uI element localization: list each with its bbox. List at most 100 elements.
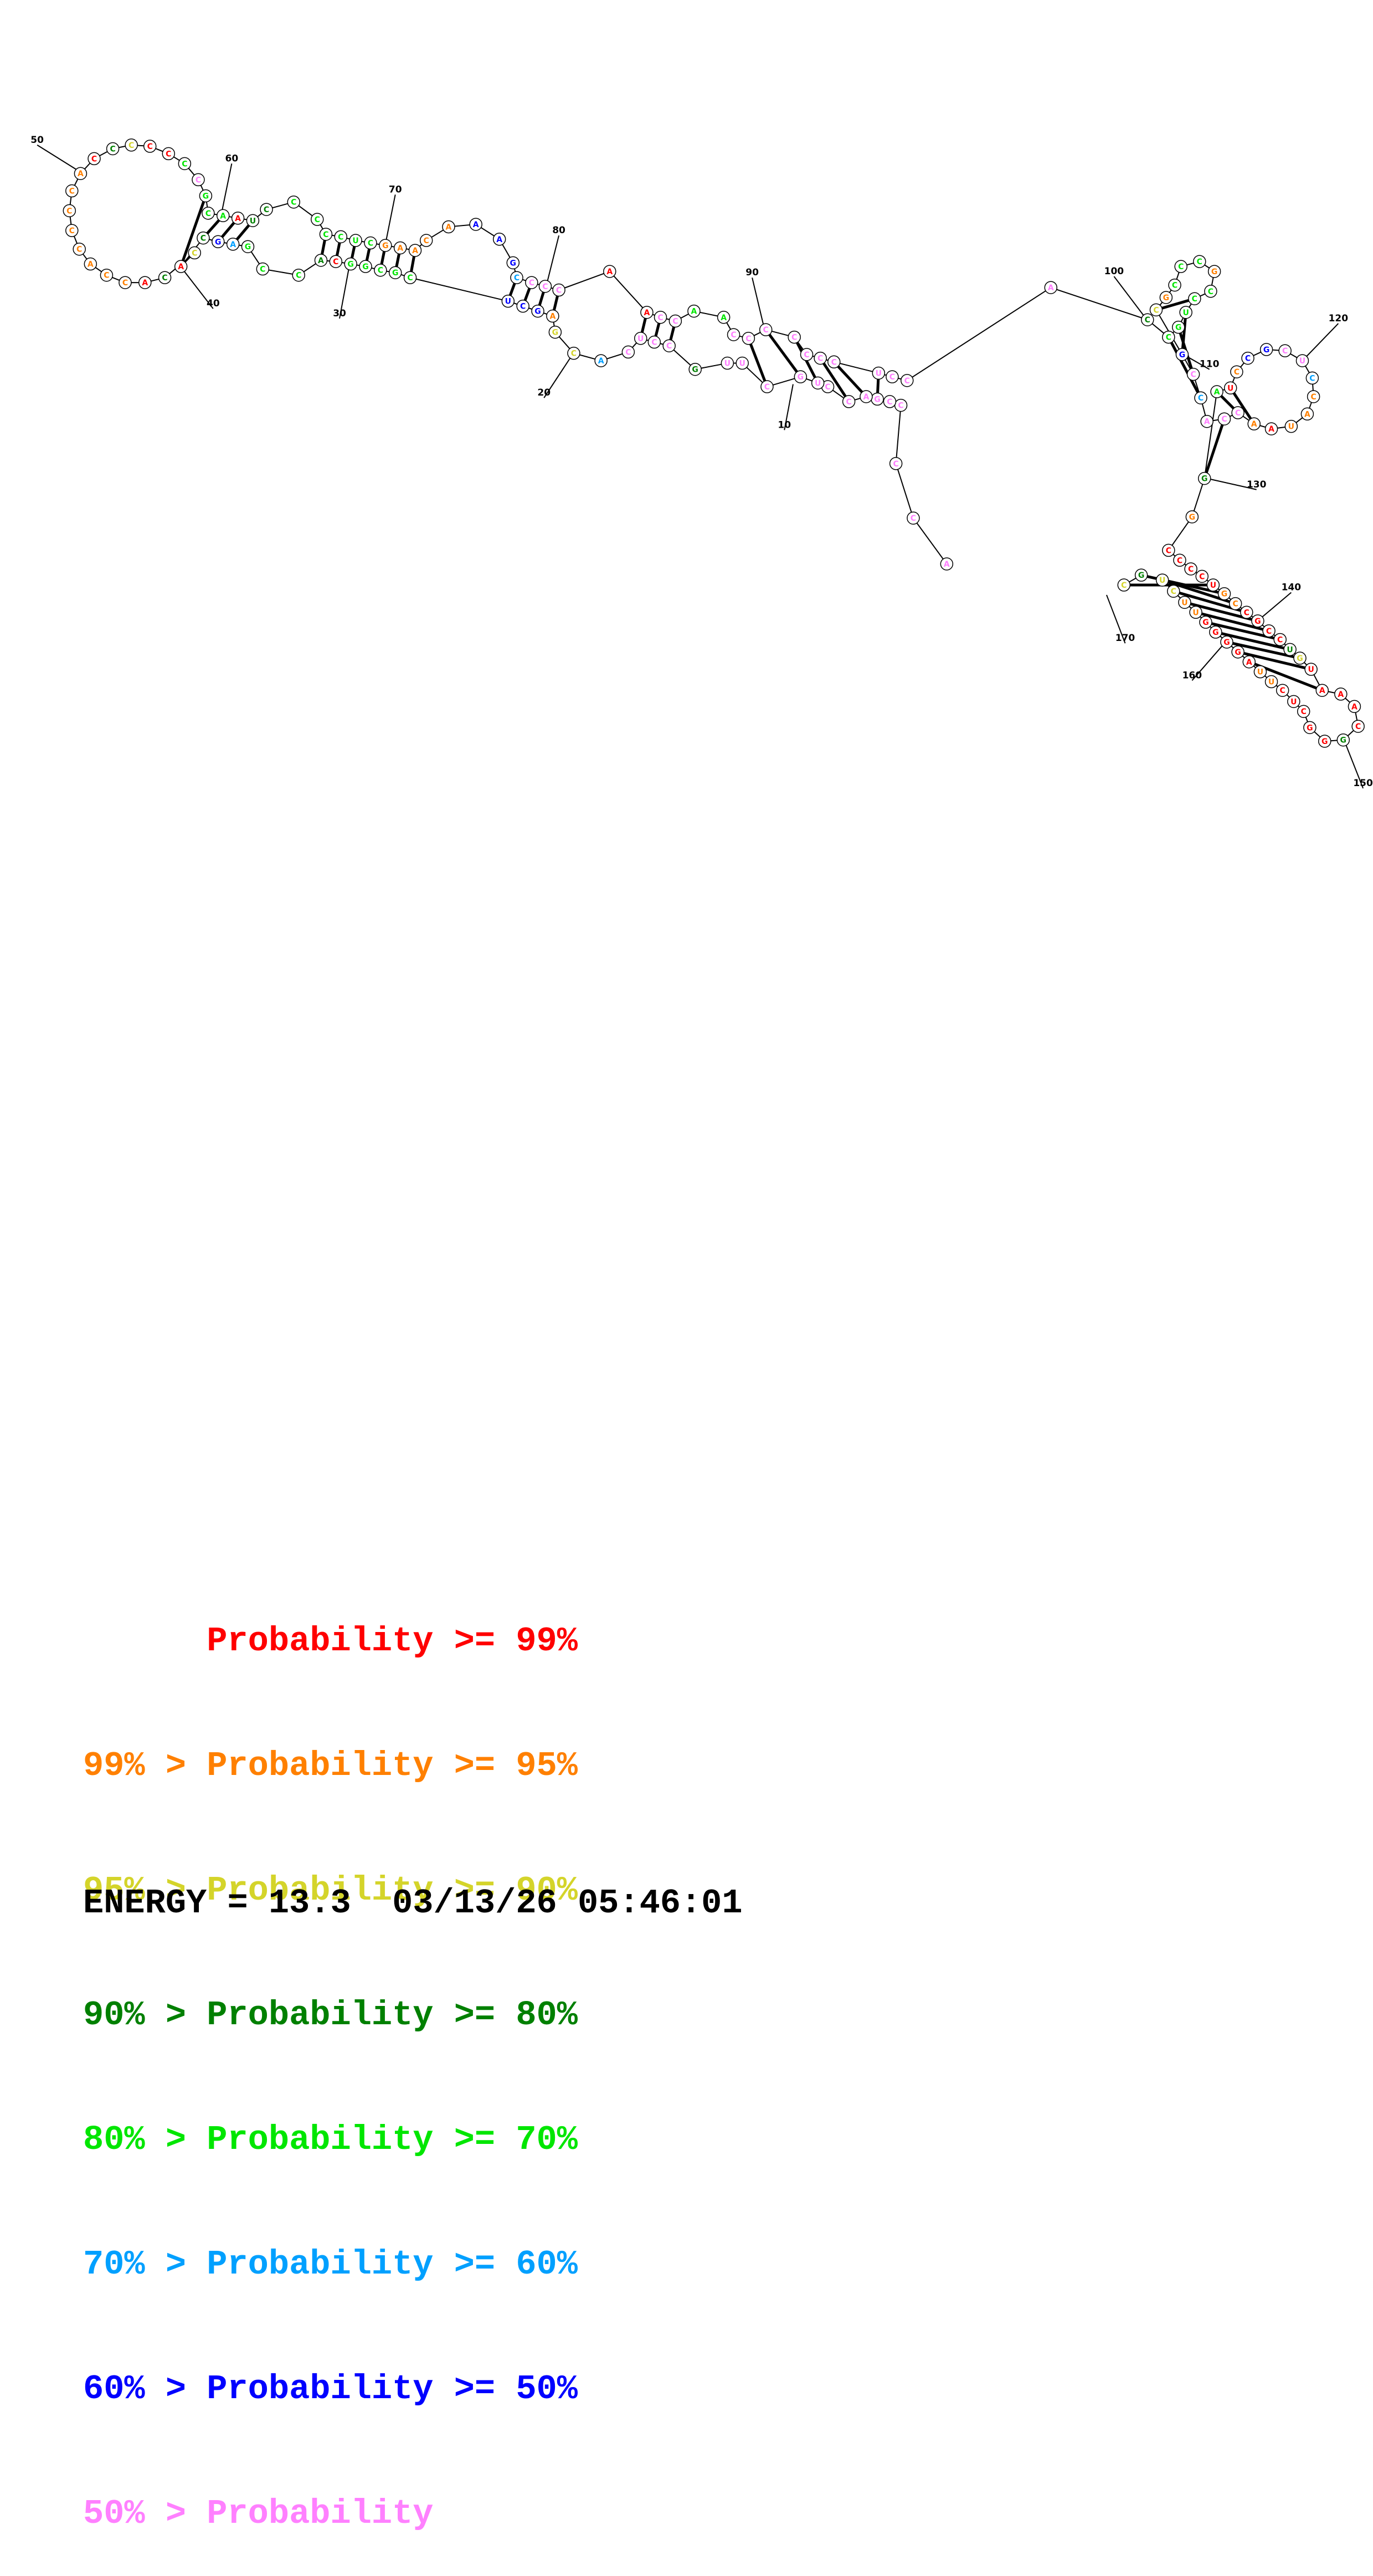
nucleotide-circle xyxy=(408,244,422,257)
nucleotide-letter: C xyxy=(104,271,109,280)
nucleotide-circle xyxy=(1303,721,1317,735)
nucleotide-circle xyxy=(100,268,114,282)
nucleotide-circle xyxy=(1217,587,1231,601)
nucleotide-circle xyxy=(883,395,897,408)
nucleotide-letter: C xyxy=(1172,281,1177,290)
nucleotide-letter: U xyxy=(1257,668,1263,677)
position-label-tick xyxy=(1344,741,1364,789)
nucleotide-circle xyxy=(788,330,801,344)
nucleotide-circle xyxy=(178,157,192,171)
backbone-segment xyxy=(1050,287,1148,321)
nucleotide-letter: C xyxy=(291,198,296,207)
legend-text-p80: Probability >= 80% xyxy=(207,1995,578,2035)
nucleotide-circle xyxy=(1242,655,1256,669)
nucleotide-letter: C xyxy=(260,265,265,274)
nucleotide-circle xyxy=(546,309,559,323)
nucleotide-circle xyxy=(506,256,520,270)
nucleotide-circle xyxy=(1175,348,1189,361)
nucleotide-letter: G xyxy=(1221,590,1228,599)
nucleotide-circle xyxy=(226,238,240,251)
legend-text-p95: Probability >= 95% xyxy=(207,1746,578,1785)
nucleotide-circle xyxy=(1155,573,1169,587)
nucleotide-circle xyxy=(760,380,774,393)
nucleotide-circle xyxy=(800,348,814,361)
nucleotide-circle xyxy=(1315,684,1329,697)
nucleotide-circle xyxy=(1168,278,1181,292)
nucleotide-circle xyxy=(1217,412,1231,425)
nucleotide-circle xyxy=(349,234,362,247)
nucleotide-letter: C xyxy=(368,239,373,248)
position-label-10: 10 xyxy=(778,419,791,430)
nucleotide-circle xyxy=(594,354,608,367)
nucleotide-letter: C xyxy=(76,245,82,254)
nucleotide-circle xyxy=(736,356,749,370)
nucleotide-letter: U xyxy=(637,335,644,343)
nucleotide-letter: G xyxy=(382,242,389,250)
backbone-segment xyxy=(1168,516,1193,551)
nucleotide-letter: U xyxy=(1181,598,1187,607)
nucleotide-circle xyxy=(814,351,827,365)
nucleotide-letter: C xyxy=(162,274,167,283)
nucleotide-letter: C xyxy=(66,207,72,215)
nucleotide-letter: A xyxy=(598,357,604,366)
nucleotide-letter: C xyxy=(1188,565,1194,574)
backbone-segment xyxy=(558,271,610,291)
nucleotide-circle xyxy=(1162,543,1175,557)
probability-legend: Probability >= 99% 99% > Probability >= … xyxy=(83,1537,578,2576)
nucleotide-circle xyxy=(287,195,301,209)
nucleotide-circle xyxy=(1264,422,1278,435)
nucleotide-letter: U xyxy=(1299,357,1305,366)
nucleotide-circle xyxy=(1185,510,1199,524)
nucleotide-letter: C xyxy=(825,383,830,392)
nucleotide-letter: C xyxy=(333,258,338,266)
nucleotide-letter: C xyxy=(1301,707,1307,716)
position-label-20: 20 xyxy=(537,387,551,398)
nucleotide-letter: C xyxy=(666,342,672,351)
nucleotide-letter: G xyxy=(1307,723,1313,732)
position-label-80: 80 xyxy=(552,225,565,236)
legend-row-p70: 80% > Probability >= 70% xyxy=(83,2119,578,2161)
nucleotide-circle xyxy=(1293,651,1307,665)
nucleotide-letter: U xyxy=(1290,697,1297,706)
nucleotide-letter: C xyxy=(1234,368,1240,377)
nucleotide-circle xyxy=(886,370,899,383)
base-pair-bond xyxy=(764,329,802,378)
nucleotide-letter: C xyxy=(69,187,75,196)
nucleotide-circle xyxy=(1159,291,1173,304)
nucleotide-letter: U xyxy=(1288,423,1294,432)
nucleotide-letter: A xyxy=(863,393,869,402)
position-label-tick xyxy=(1303,323,1339,360)
nucleotide-letter: C xyxy=(1221,415,1227,424)
nucleotide-letter: C xyxy=(296,271,301,280)
nucleotide-circle xyxy=(531,304,544,318)
nucleotide-letter: G xyxy=(1340,736,1347,745)
nucleotide-circle xyxy=(329,255,343,268)
nucleotide-letter: G xyxy=(874,395,881,404)
nucleotide-circle xyxy=(241,240,255,253)
legend-text-p60: Probability >= 60% xyxy=(207,2245,578,2284)
nucleotide-circle xyxy=(138,276,152,289)
nucleotide-letter: G xyxy=(203,192,209,201)
nucleotide-circle xyxy=(1220,635,1233,649)
nucleotide-letter: C xyxy=(1277,635,1283,644)
position-label-140: 140 xyxy=(1282,582,1302,593)
nucleotide-circle xyxy=(1295,354,1309,367)
nucleotide-letter: C xyxy=(1355,722,1361,731)
nucleotide-letter: A xyxy=(1304,410,1310,419)
nucleotide-letter: G xyxy=(1235,648,1241,657)
nucleotide-circle xyxy=(1278,344,1292,357)
nucleotide-letter: A xyxy=(1204,418,1210,427)
nucleotide-circle xyxy=(647,335,661,349)
nucleotide-letter: C xyxy=(1280,686,1285,695)
nucleotide-circle xyxy=(1241,351,1254,365)
nucleotide-circle xyxy=(1199,615,1212,629)
base-pair-bond xyxy=(1229,387,1256,425)
legend-row-p80: 90% > Probability >= 80% xyxy=(83,1994,578,2036)
nucleotide-letter: C xyxy=(556,286,562,295)
nucleotide-letter: C xyxy=(1145,316,1150,325)
nucleotide-letter: C xyxy=(264,206,269,214)
nucleotide-letter: G xyxy=(1201,475,1208,484)
base-pair-bond xyxy=(1155,297,1195,311)
backbone-segment xyxy=(907,287,1051,381)
nucleotide-letter: G xyxy=(1212,628,1219,637)
